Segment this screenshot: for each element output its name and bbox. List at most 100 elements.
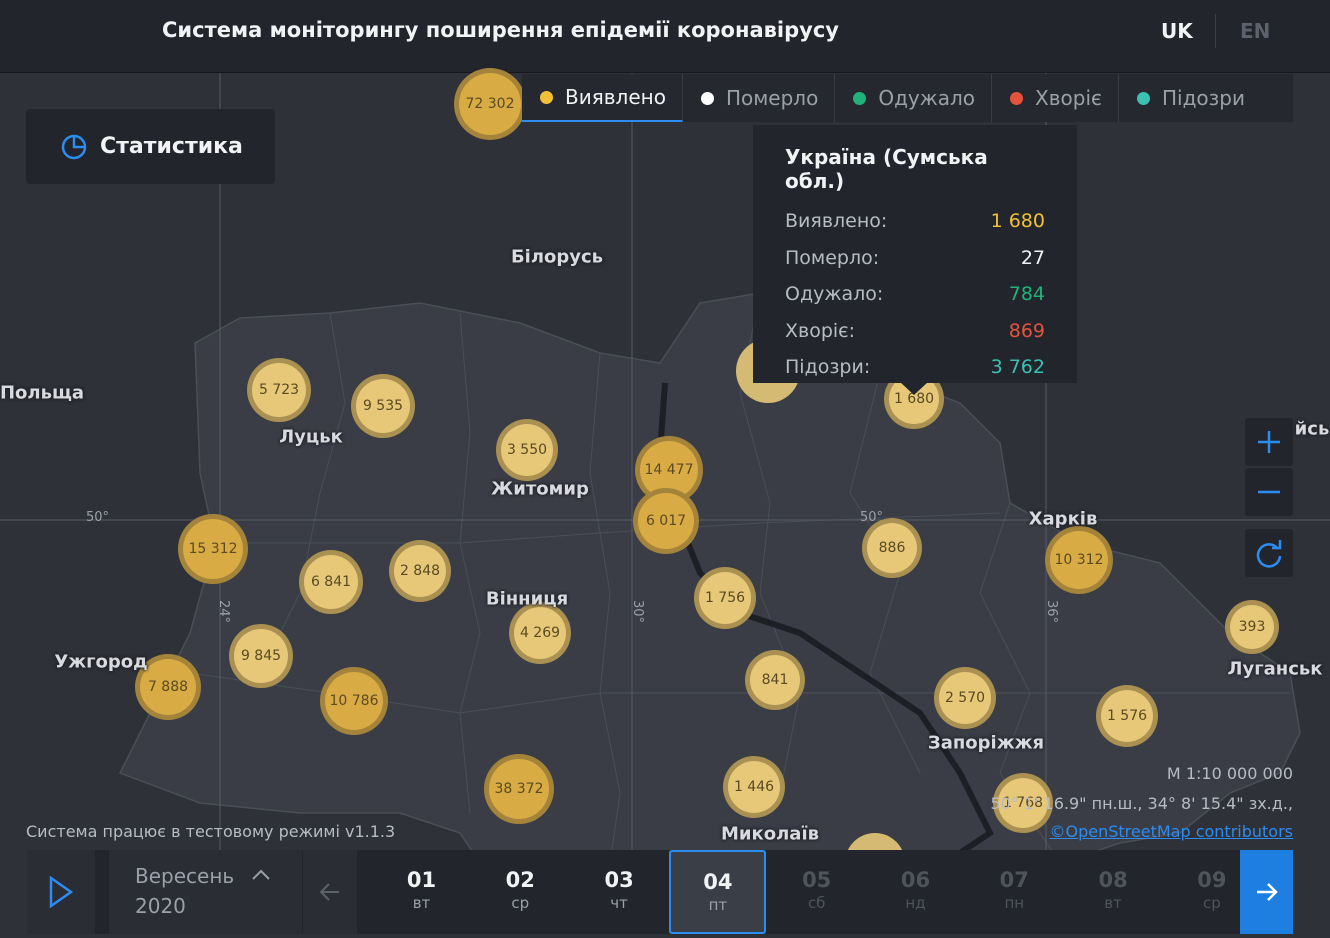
case-marker[interactable]: 5 723	[247, 358, 311, 422]
day-item[interactable]: 06 нд	[867, 850, 964, 934]
tooltip-label: Хворіє:	[785, 319, 856, 342]
graticule-label: 36°	[1044, 599, 1060, 624]
tooltip-row: Виявлено: 1 680	[785, 203, 1045, 240]
day-item[interactable]: 07 пн	[966, 850, 1063, 934]
graticule-label: 30°	[630, 599, 646, 624]
place-label: Вінниця	[485, 588, 569, 610]
day-weekday: вт	[412, 894, 431, 912]
case-marker[interactable]: 841	[745, 650, 805, 710]
reset-view[interactable]	[1245, 529, 1293, 577]
tab-dot	[540, 90, 553, 104]
case-marker[interactable]: 4 269	[509, 602, 571, 664]
case-marker[interactable]: 1 446	[723, 756, 785, 818]
map-scale: М 1:10 000 000	[1166, 764, 1293, 783]
tooltip-label: Виявлено:	[785, 210, 888, 233]
tab-label: Хворіє	[1035, 86, 1102, 110]
case-marker[interactable]: 1 768	[993, 773, 1053, 833]
day-list: 01 вт 02 ср 03 чт 04 пт 05 сб 06 нд 07 пн 08 вт 09 ср	[373, 850, 1239, 934]
place-label: йсь	[1294, 418, 1330, 440]
status-note: Система працює в тестовому режимі v1.1.3	[26, 822, 396, 841]
case-marker[interactable]: 15 312	[178, 514, 248, 584]
tab-dot	[853, 91, 867, 105]
case-marker[interactable]: 2 848	[389, 540, 451, 602]
metric-tab[interactable]: Померло	[683, 74, 836, 122]
place-label: Харків	[1028, 508, 1098, 530]
day-item[interactable]: 04 пт	[669, 850, 767, 934]
place-label: Луцьк	[279, 426, 343, 448]
tooltip-label: Померло:	[785, 246, 880, 269]
next-button[interactable]	[1240, 850, 1293, 934]
day-date: 02	[505, 868, 535, 892]
day-date: 06	[900, 868, 931, 892]
case-marker[interactable]: 2 570	[934, 667, 996, 729]
case-marker[interactable]: 9 845	[229, 624, 293, 688]
case-marker[interactable]: 3 550	[496, 419, 558, 481]
tooltip-value: 869	[1008, 319, 1045, 342]
day-item[interactable]: 02 ср	[472, 850, 569, 934]
tooltip-row: Хворіє: 869	[785, 313, 1045, 350]
case-marker[interactable]: 6 017	[633, 488, 699, 554]
case-marker[interactable]: 10 786	[320, 667, 388, 735]
tab-dot	[700, 91, 714, 105]
tooltip-pointer	[900, 382, 928, 395]
tooltip-title: Україна (Сумська обл.)	[785, 145, 988, 193]
tab-label: Одужало	[878, 86, 976, 110]
tab-label: Померло	[725, 86, 819, 110]
play-button[interactable]	[27, 850, 95, 934]
day-date: 03	[604, 868, 634, 892]
day-date: 04	[703, 870, 733, 894]
day-item[interactable]: 08 вт	[1065, 850, 1162, 934]
case-marker[interactable]: 1 756	[694, 567, 756, 629]
metric-tab[interactable]: Одужало	[835, 74, 993, 122]
prev-button[interactable]	[303, 850, 357, 934]
timeline: Вересень 2020 01 вт 02 ср 03 чт 04 пт 05 сб 06 нд 07…	[27, 850, 1293, 934]
case-marker[interactable]: 6 841	[299, 550, 363, 614]
tooltip-row: Одужало: 784	[785, 276, 1045, 313]
lang-en[interactable]: EN	[1240, 19, 1271, 43]
graticule-label: 24°	[216, 599, 232, 624]
metric-tabs: Виявлено Померло Одужало Хворіє Підозри	[522, 74, 1293, 122]
case-marker[interactable]: 72 302	[454, 68, 526, 140]
day-item[interactable]: 03 чт	[571, 850, 668, 934]
place-label: Ужгород	[54, 651, 148, 673]
case-marker[interactable]: 1 576	[1096, 685, 1158, 747]
cursor-coordinates: 50° 1' 16.9" пн.ш., 34° 8' 15.4" зх.д.,	[990, 794, 1293, 813]
day-date: 07	[999, 868, 1029, 892]
day-item[interactable]: 05 сб	[768, 850, 865, 934]
place-label: Луганськ	[1227, 658, 1323, 680]
tooltip-value: 1 680	[990, 210, 1045, 233]
zoom-out[interactable]	[1245, 468, 1293, 516]
case-marker[interactable]: 7 888	[135, 654, 201, 720]
day-item[interactable]: 09 ср	[1163, 850, 1260, 934]
day-weekday: ср	[1203, 894, 1221, 912]
tooltip-value: 784	[1008, 283, 1045, 306]
day-item[interactable]: 01 вт	[373, 850, 470, 934]
tooltip-row: Померло: 27	[785, 240, 1045, 277]
graticule-label: 50°	[86, 510, 110, 525]
metric-tab[interactable]: Хворіє	[992, 74, 1119, 122]
case-marker[interactable]: 38 372	[484, 754, 554, 824]
app-title: Система моніторингу поширення епідемії к…	[162, 18, 839, 42]
day-date: 05	[802, 868, 832, 892]
day-date: 08	[1098, 868, 1128, 892]
place-label: Миколаїв	[721, 823, 819, 845]
day-weekday: пт	[708, 896, 728, 914]
case-marker[interactable]: 393	[1225, 600, 1279, 654]
statistics-button[interactable]: Статистика	[26, 109, 275, 184]
attribution-link[interactable]: ©OpenStreetMap contributors	[1049, 822, 1294, 841]
month-selector[interactable]: Вересень 2020	[109, 850, 302, 934]
day-date: 09	[1197, 868, 1227, 892]
metric-tab[interactable]: Виявлено	[522, 74, 683, 122]
tooltip-label: Одужало:	[785, 283, 884, 306]
case-marker[interactable]: 886	[862, 518, 922, 578]
pie-icon	[61, 134, 87, 159]
case-marker[interactable]: 9 535	[351, 374, 415, 438]
statistics-label: Статистика	[100, 134, 243, 159]
day-weekday: пн	[1004, 894, 1025, 912]
zoom-in[interactable]	[1245, 418, 1293, 466]
metric-tab[interactable]: Підозри	[1119, 74, 1261, 122]
case-marker[interactable]: 10 312	[1045, 526, 1113, 594]
lang-uk[interactable]: UK	[1161, 19, 1193, 43]
